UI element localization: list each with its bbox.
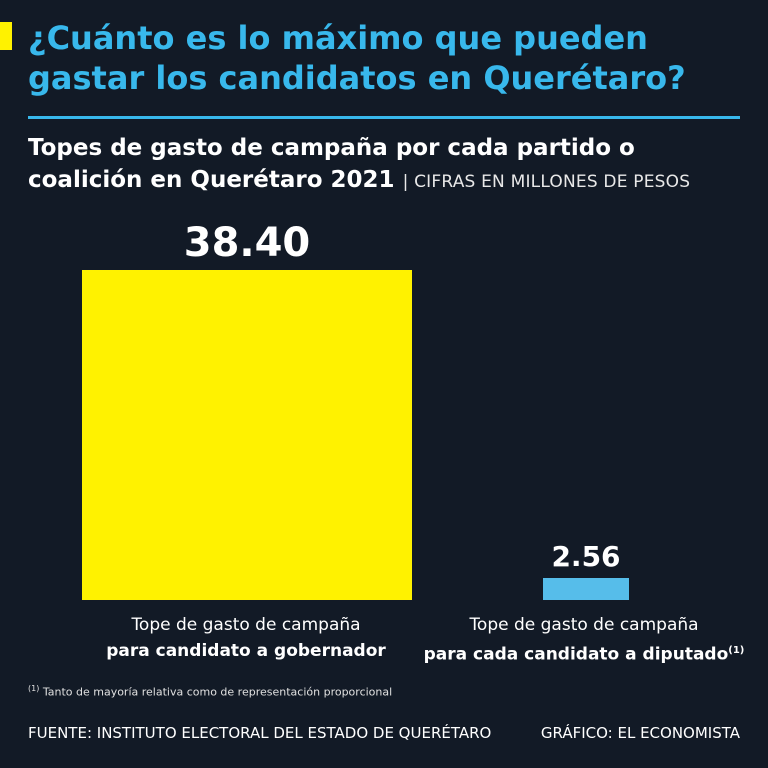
footnote-marker: (1)	[728, 645, 745, 656]
value-label-diputado: 2.56	[551, 540, 620, 573]
category-label-line1: Tope de gasto de campaña	[469, 615, 699, 635]
footnote-text: Tanto de mayoría relativa como de repres…	[42, 685, 393, 699]
category-label-diputado: Tope de gasto de campaña para cada candi…	[414, 612, 754, 668]
value-label-gobernador: 38.40	[184, 220, 311, 266]
bar-gobernador	[82, 270, 412, 600]
graphic-credit: GRÁFICO: EL ECONOMISTA	[540, 724, 740, 742]
category-label-line2-text: para candidato a gobernador	[106, 641, 386, 661]
accent-block	[0, 22, 12, 50]
headline: ¿Cuánto es lo máximo que pueden gastar l…	[28, 19, 686, 97]
category-label-line2: para cada candidato a diputado(1)	[414, 638, 754, 668]
footnote: (1) Tanto de mayoría relativa como de re…	[28, 684, 392, 699]
bar-chart: 38.40 2.56	[82, 220, 629, 600]
category-label-gobernador: Tope de gasto de campaña para candidato …	[76, 612, 416, 664]
category-label-line1: Tope de gasto de campaña	[131, 615, 361, 635]
source-credit: FUENTE: INSTITUTO ELECTORAL DEL ESTADO D…	[28, 724, 492, 742]
category-label-line2-text: para cada candidato a diputado	[423, 644, 729, 665]
bar-diputado	[543, 578, 629, 600]
footnote-marker: (1)	[28, 684, 40, 693]
headline-rule	[28, 116, 740, 119]
chart-subtitle-text: Topes de gasto de campaña por cada parti…	[28, 135, 635, 193]
units-note: | CIFRAS EN MILLONES DE PESOS	[402, 172, 691, 192]
chart-subtitle: Topes de gasto de campaña por cada parti…	[28, 132, 748, 198]
category-label-line2: para candidato a gobernador	[76, 638, 416, 664]
